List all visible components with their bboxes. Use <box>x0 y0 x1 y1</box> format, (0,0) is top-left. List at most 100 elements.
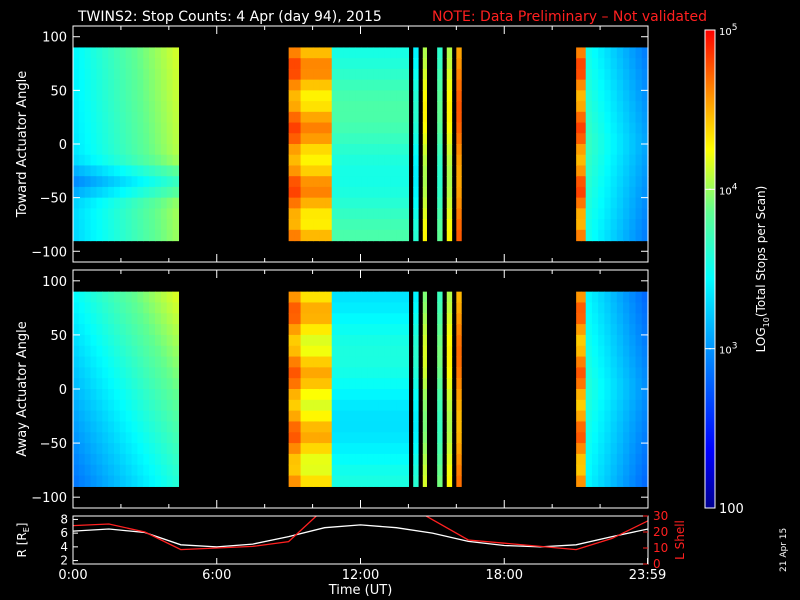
heatmap-cell <box>585 111 593 124</box>
heatmap-cell <box>629 378 637 390</box>
heatmap-cell <box>337 122 345 134</box>
heatmap-cell <box>384 144 392 156</box>
heatmap-cell <box>361 122 368 134</box>
heatmap-cell <box>437 144 443 156</box>
heatmap-cell <box>160 186 168 199</box>
heatmap-cell <box>96 291 103 304</box>
heatmap-cell <box>102 219 109 231</box>
heatmap-cell <box>629 475 637 487</box>
heatmap-cell <box>402 111 410 124</box>
heatmap-cell <box>172 475 180 487</box>
heatmap-cell <box>331 165 339 177</box>
heatmap-cell <box>378 79 386 91</box>
heatmap-cell <box>119 111 127 124</box>
heatmap-cell <box>306 197 314 209</box>
heatmap-cell <box>585 389 593 401</box>
heatmap-cell <box>585 378 593 390</box>
heatmap-cell <box>319 453 327 466</box>
heatmap-cell <box>90 378 98 390</box>
heatmap-cell <box>361 313 368 325</box>
heatmap-cell <box>384 47 392 59</box>
heatmap-cell <box>604 356 612 368</box>
heatmap-cell <box>367 389 374 401</box>
heatmap-cell <box>166 47 174 59</box>
heatmap-cell <box>294 302 302 314</box>
heatmap-cell <box>137 302 144 314</box>
heatmap-cell <box>84 58 92 70</box>
heatmap-cell <box>137 154 144 167</box>
heatmap-cell <box>294 90 302 102</box>
heatmap-cell <box>84 101 92 113</box>
heatmap-cell <box>623 291 630 304</box>
heatmap-cell <box>125 345 133 358</box>
heatmap-cell <box>580 90 587 102</box>
heatmap-cell <box>598 229 605 242</box>
heatmap-cell <box>623 197 630 209</box>
heatmap-cell <box>349 122 356 134</box>
heatmap-cell <box>390 47 398 59</box>
heatmap-cell <box>361 443 368 455</box>
heatmap-cell <box>610 421 618 433</box>
heatmap-cell <box>422 367 427 379</box>
heatmap-cell <box>300 47 308 59</box>
heatmap-cell <box>313 334 320 347</box>
heatmap-cell <box>598 367 605 379</box>
heatmap-cell <box>585 399 593 412</box>
heatmap-cell <box>154 208 162 220</box>
heatmap-cell <box>288 475 296 487</box>
heatmap-cell <box>154 378 162 390</box>
heatmap-cell <box>319 144 327 156</box>
heatmap-cell <box>623 356 630 368</box>
heatmap-cell <box>349 410 356 423</box>
heatmap-cell <box>131 208 139 220</box>
heatmap-cell <box>378 111 386 124</box>
heatmap-cell <box>598 399 605 412</box>
heatmap-cell <box>635 186 643 199</box>
heatmap-cell <box>96 176 103 188</box>
heatmap-cell <box>337 197 345 209</box>
heatmap-cell <box>90 399 98 412</box>
heatmap-cell <box>635 58 643 70</box>
heatmap-cell <box>300 111 308 124</box>
heatmap-cell <box>591 367 599 379</box>
heatmap-cell <box>102 324 109 336</box>
heatmap-cell <box>437 47 443 59</box>
heatmap-cell <box>137 208 144 220</box>
heatmap-cell <box>337 79 345 91</box>
heatmap-cell <box>396 421 404 433</box>
heatmap-cell <box>125 389 133 401</box>
heatmap-cell <box>343 453 351 466</box>
heatmap-cell <box>84 219 92 231</box>
heatmap-cell <box>137 229 144 242</box>
heatmap-cell <box>300 154 308 167</box>
heatmap-cell <box>114 464 121 477</box>
heatmap-cell <box>610 378 618 390</box>
heatmap-cell <box>591 133 599 145</box>
heatmap-cell <box>108 165 115 177</box>
heatmap-cell <box>641 176 649 188</box>
heatmap-cell <box>78 197 86 209</box>
heatmap-cell <box>446 356 453 368</box>
heatmap-cell <box>160 133 168 145</box>
heatmap-cell <box>367 334 374 347</box>
heatmap-cell <box>598 186 605 199</box>
heatmap-cell <box>102 302 109 314</box>
heatmap-cell <box>125 122 133 134</box>
heatmap-cell <box>114 367 121 379</box>
heatmap-cell <box>610 176 618 188</box>
heatmap-cell <box>90 432 98 444</box>
heatmap-cell <box>576 154 582 167</box>
heatmap-cell <box>384 133 392 145</box>
heatmap-cell <box>580 79 587 91</box>
heatmap-cell <box>349 144 356 156</box>
heatmap-cell <box>288 345 296 358</box>
heatmap-cell <box>367 68 374 81</box>
heatmap-cell <box>437 334 443 347</box>
heatmap-cell <box>166 165 174 177</box>
heatmap-cell <box>325 421 333 433</box>
heatmap-cell <box>149 47 156 59</box>
heatmap-cell <box>90 302 98 314</box>
heatmap-cell <box>576 133 582 145</box>
heatmap-cell <box>137 367 144 379</box>
